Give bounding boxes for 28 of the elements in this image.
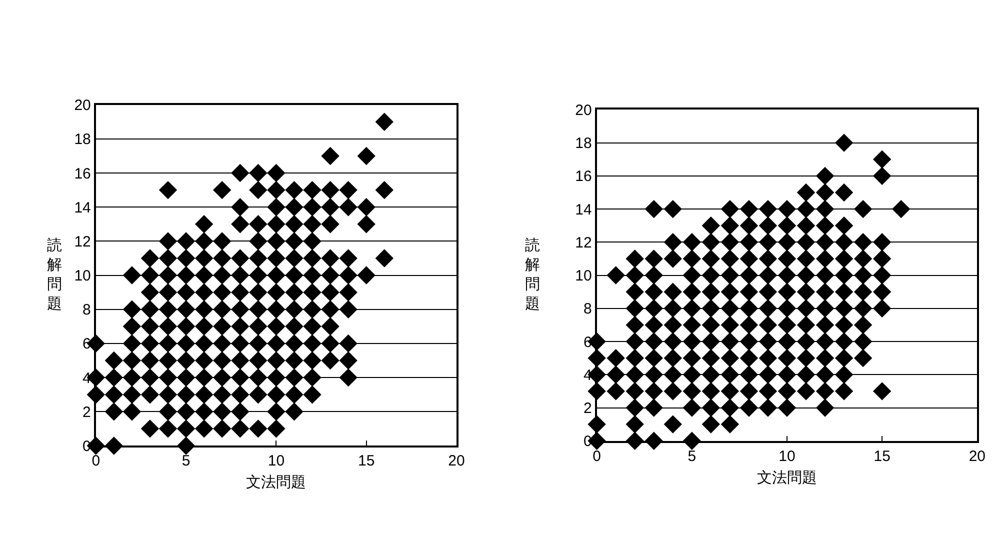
x-axis-title: 文法問題	[756, 469, 817, 486]
x-tick-label: 20	[448, 452, 465, 470]
y-tick-label: 12	[74, 233, 91, 250]
y-tick-label: 20	[575, 102, 592, 119]
y-tick-label: 20	[74, 97, 91, 114]
x-tick-label: 10	[778, 448, 796, 465]
y-tick-label: 8	[82, 302, 91, 319]
y-tick-label: 2	[583, 400, 592, 417]
y-tick-label: 10	[74, 268, 91, 285]
y-tick-label: 16	[74, 165, 91, 182]
y-axis-title: 読解問題	[525, 237, 540, 312]
y-tick-label: 18	[575, 135, 592, 152]
x-tick-label: 20	[968, 448, 986, 465]
y-tick-label: 10	[575, 268, 592, 285]
x-tick-label: 15	[874, 448, 890, 465]
y-tick-label: 2	[82, 404, 91, 421]
y-tick-label: 18	[74, 131, 91, 148]
y-tick-label: 14	[575, 201, 592, 218]
x-tick-label: 5	[182, 452, 190, 470]
y-axis-title: 読解問題	[47, 237, 62, 312]
y-tick-label: 12	[575, 234, 592, 252]
y-tick-label: 16	[575, 168, 592, 186]
x-tick-label: 15	[358, 452, 375, 470]
y-tick-label: 14	[74, 199, 91, 216]
y-tick-label: 8	[583, 300, 592, 318]
x-tick-label: 10	[268, 452, 285, 470]
x-tick-label: 5	[688, 448, 696, 465]
x-axis-title: 文法問題	[246, 474, 306, 492]
